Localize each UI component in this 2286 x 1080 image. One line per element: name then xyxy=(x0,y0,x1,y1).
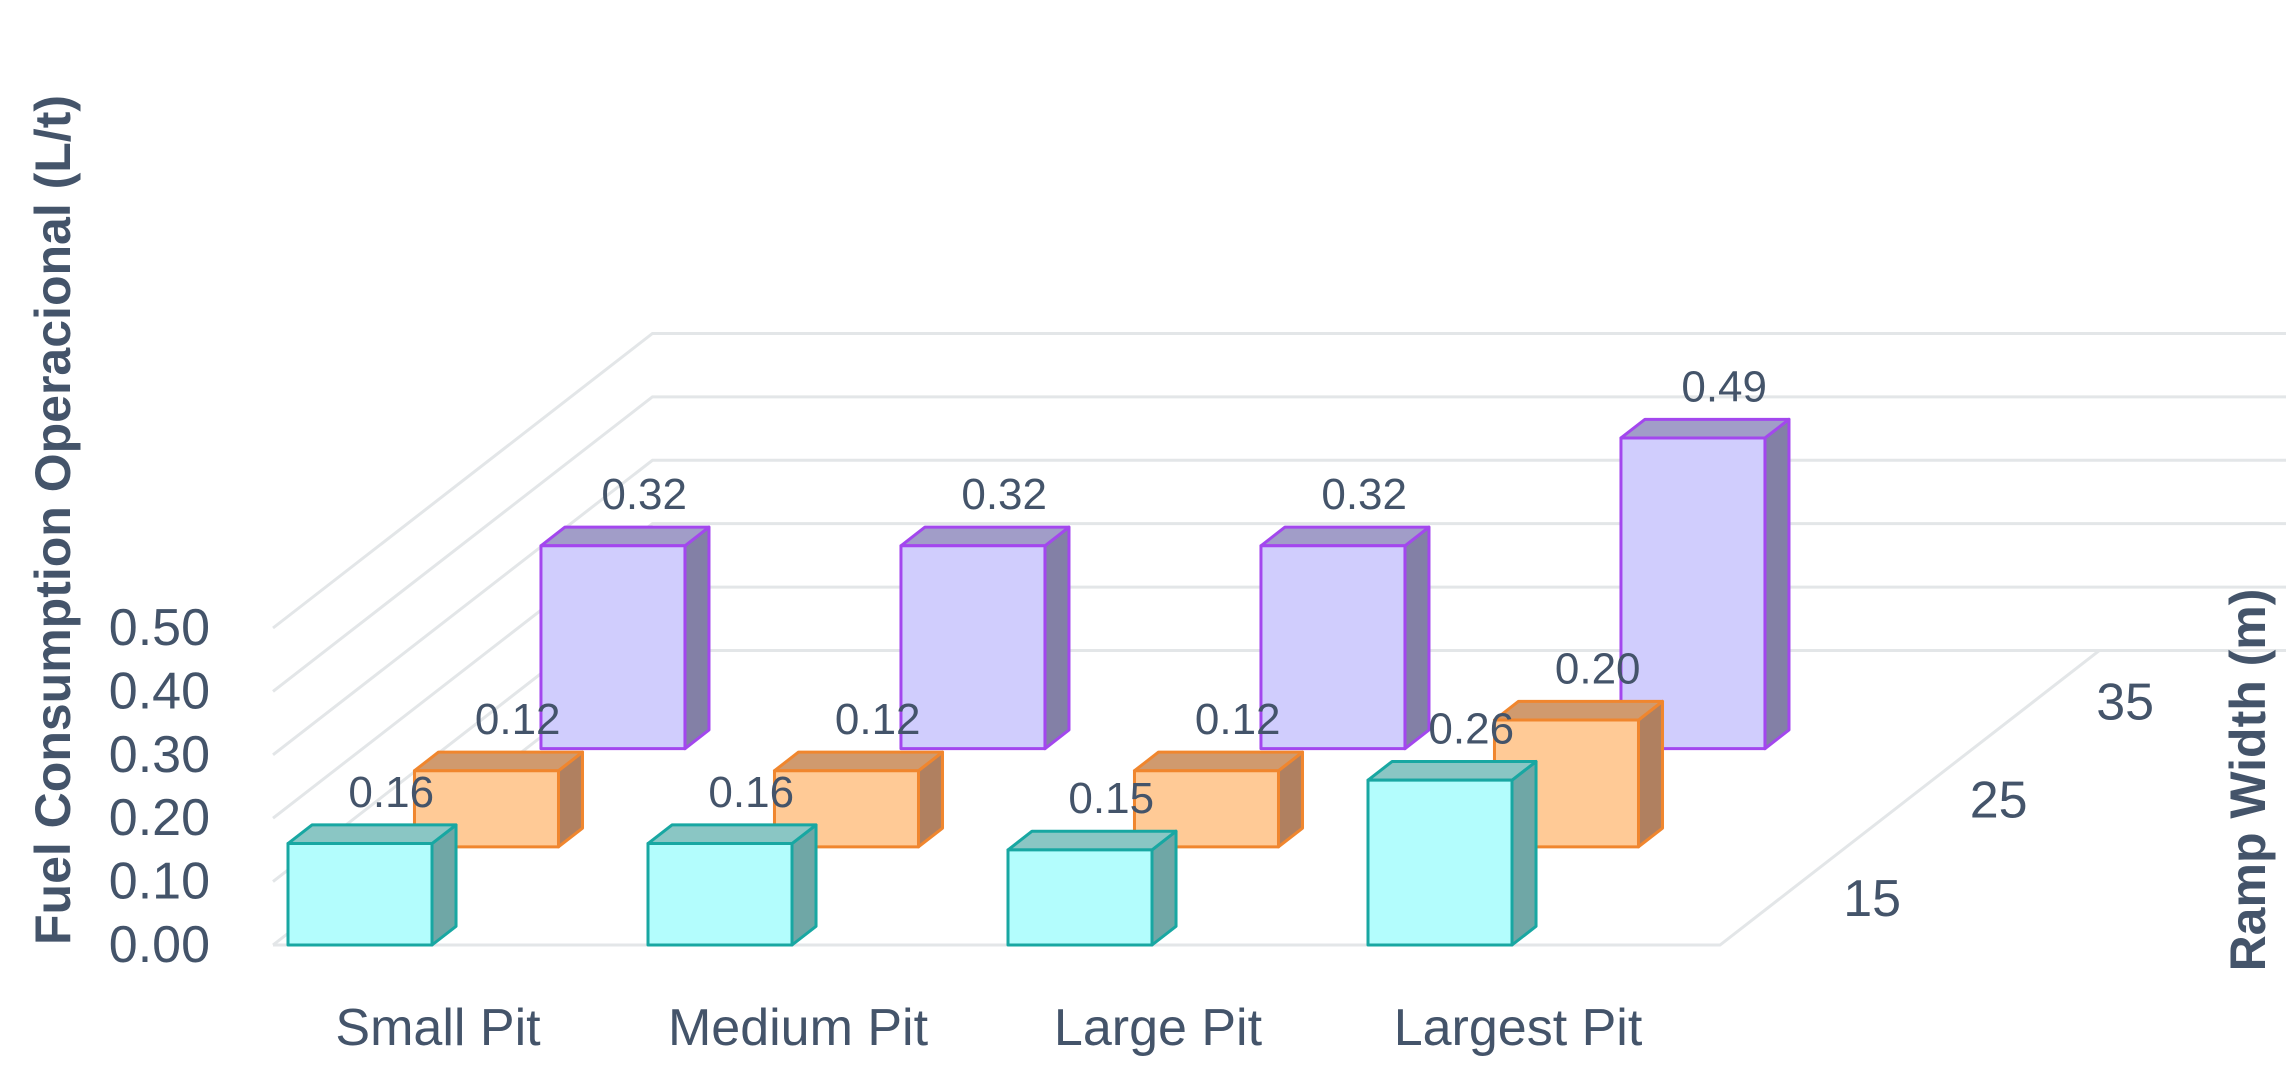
y-tick-label: 0.50 xyxy=(109,599,210,657)
depth-tick-label: 15 xyxy=(1843,870,1901,928)
data-label: 0.49 xyxy=(1681,362,1767,411)
bar-side xyxy=(430,823,458,947)
y-tick-label: 0.10 xyxy=(109,853,210,911)
bar-side xyxy=(683,525,711,751)
y-tick-label: 0.20 xyxy=(109,789,210,847)
bar-side xyxy=(790,823,818,947)
bar xyxy=(646,823,818,947)
data-label: 0.12 xyxy=(835,695,921,744)
bar xyxy=(899,525,1071,751)
bar-top xyxy=(1366,760,1538,782)
bar-top xyxy=(286,823,458,846)
bar-top xyxy=(1006,829,1178,852)
bar-top xyxy=(1259,525,1431,548)
data-label: 0.20 xyxy=(1555,644,1641,693)
bar-side xyxy=(1636,699,1665,849)
gridline xyxy=(272,395,2286,693)
data-label: 0.12 xyxy=(1195,695,1281,744)
bar-top xyxy=(1619,417,1791,440)
bar-front xyxy=(1619,436,1767,751)
bar xyxy=(1006,829,1178,947)
bar xyxy=(286,823,458,947)
bar-top xyxy=(1132,750,1305,773)
bar-side xyxy=(1510,760,1538,947)
bar-top xyxy=(646,823,818,846)
depth-tick-label: 35 xyxy=(2096,674,2154,732)
data-label: 0.16 xyxy=(348,768,434,817)
bar-front xyxy=(1366,778,1514,947)
bar-top xyxy=(772,750,945,773)
bar-front xyxy=(1006,848,1154,947)
data-label: 0.32 xyxy=(601,470,687,519)
bar-top xyxy=(412,750,585,773)
bar-top xyxy=(1492,699,1665,722)
y-axis-title: Fuel Consumption Operacional (L/t) xyxy=(25,95,81,945)
bar xyxy=(1366,760,1538,947)
bar-side xyxy=(1403,525,1431,751)
data-label: 0.15 xyxy=(1068,774,1154,823)
x-tick-label: Medium Pit xyxy=(668,999,929,1057)
bar-top xyxy=(539,525,711,548)
bar xyxy=(1619,417,1791,751)
bar-top xyxy=(899,525,1071,548)
bar xyxy=(1132,750,1305,849)
data-labels: 0.32 0.32 0.32 0.49 0.12 0.12 0.12 0.20 0.16 0.16… xyxy=(348,362,1767,823)
bars xyxy=(286,417,1791,947)
depth-axis-title: Ramp Width (m) xyxy=(2220,589,2276,972)
y-tick-label: 0.40 xyxy=(109,662,210,720)
depth-tick-labels: 15 25 35 xyxy=(1843,674,2154,928)
x-tick-label: Largest Pit xyxy=(1394,999,1643,1057)
data-label: 0.32 xyxy=(961,470,1047,519)
y-tick-labels: 0.000.10 0.200.30 0.400.50 xyxy=(109,599,210,974)
bar-front xyxy=(1259,544,1407,751)
y-tick-label: 0.30 xyxy=(109,726,210,784)
bar-front xyxy=(899,544,1047,751)
y-tick-label: 0.00 xyxy=(109,916,210,974)
bar-side xyxy=(1763,417,1791,751)
bar-side xyxy=(1043,525,1071,751)
data-label: 0.26 xyxy=(1428,705,1514,754)
gridline xyxy=(272,331,2286,630)
x-tick-label: Large Pit xyxy=(1054,999,1263,1057)
bar-front xyxy=(1132,769,1280,849)
bar-front xyxy=(286,842,434,947)
bar xyxy=(539,525,711,751)
bar-front xyxy=(646,842,794,947)
data-label: 0.32 xyxy=(1321,470,1407,519)
x-tick-label: Small Pit xyxy=(335,999,541,1057)
depth-tick-label: 25 xyxy=(1970,772,2028,830)
bar-front xyxy=(539,544,687,751)
data-label: 0.12 xyxy=(475,695,561,744)
x-tick-labels: Small Pit Medium Pit Large Pit Largest Pit xyxy=(335,999,1642,1057)
data-label: 0.16 xyxy=(708,768,794,817)
bar xyxy=(1259,525,1431,751)
